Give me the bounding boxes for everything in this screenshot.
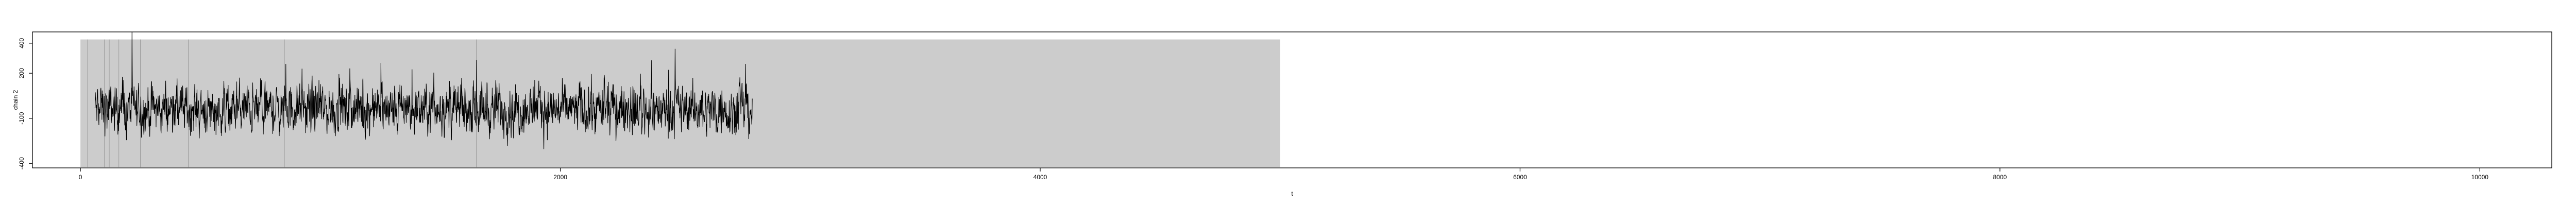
y-axis: -400 -100 200 400 — [18, 38, 32, 169]
y-tick-label: 200 — [18, 68, 25, 78]
y-tick-label: -100 — [18, 112, 25, 124]
y-tick-label: -400 — [18, 157, 25, 169]
plot-frame — [32, 31, 2552, 168]
series-line — [94, 31, 753, 149]
x-tick-label: 4000 — [1033, 174, 1047, 181]
x-tick-label: 2000 — [553, 174, 567, 181]
x-tick-label: 8000 — [1993, 174, 2007, 181]
x-axis-label: t — [1291, 190, 1293, 197]
x-tick-label: 0 — [79, 174, 82, 181]
y-tick-label: 400 — [18, 38, 25, 48]
x-tick-label: 6000 — [1513, 174, 1527, 181]
y-axis-label: chain 2 — [12, 90, 19, 110]
series-layer — [94, 31, 753, 149]
x-axis: 0 2000 4000 6000 8000 10000 — [79, 168, 2488, 181]
x-tick-label: 10000 — [2471, 174, 2489, 181]
